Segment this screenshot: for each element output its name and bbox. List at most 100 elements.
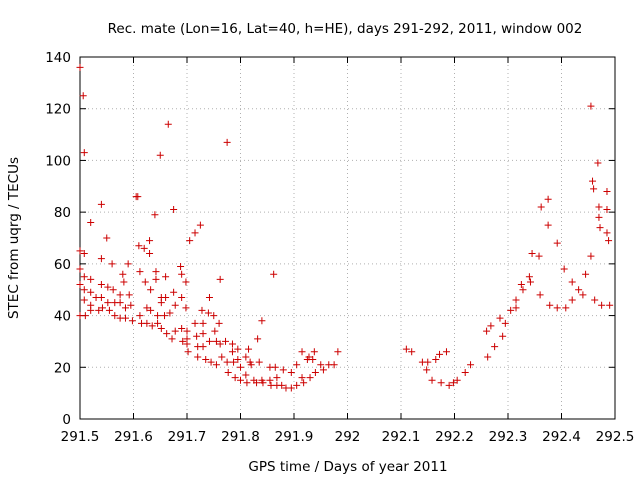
data-point	[76, 247, 84, 255]
data-point	[196, 221, 204, 229]
data-point	[237, 376, 244, 384]
data-point	[243, 379, 251, 387]
data-point	[445, 381, 453, 389]
data-point	[319, 366, 327, 374]
data-point	[517, 281, 525, 289]
data-point	[253, 379, 261, 387]
data-point	[207, 358, 215, 366]
data-point	[537, 203, 545, 211]
data-point	[210, 312, 218, 320]
x-tick-label: 291.8	[221, 429, 260, 445]
x-tick-label: 291.9	[275, 429, 314, 445]
data-point	[134, 193, 142, 201]
data-point	[87, 275, 95, 283]
data-point	[147, 306, 155, 314]
data-point	[108, 260, 116, 268]
y-tick-label: 140	[45, 50, 71, 66]
data-point	[237, 363, 244, 371]
data-point	[121, 314, 129, 322]
data-point	[178, 293, 186, 301]
data-point	[80, 296, 88, 304]
data-point	[525, 273, 533, 281]
data-point	[595, 203, 603, 211]
data-point	[168, 335, 176, 343]
data-point	[512, 296, 520, 304]
data-point	[408, 348, 416, 356]
data-point	[436, 350, 444, 358]
data-point	[568, 278, 576, 286]
data-point	[199, 319, 207, 327]
data-point	[603, 229, 611, 237]
data-point	[242, 353, 250, 361]
data-point	[97, 281, 105, 289]
data-point	[157, 325, 165, 332]
data-point	[80, 286, 88, 294]
data-point	[432, 356, 440, 364]
data-point	[501, 319, 509, 327]
data-point	[245, 345, 253, 353]
data-point	[125, 291, 133, 299]
data-point	[97, 293, 105, 301]
data-point	[141, 278, 149, 286]
data-point	[143, 319, 151, 327]
data-point	[80, 149, 88, 157]
y-tick-label: 120	[45, 102, 71, 118]
data-point	[330, 361, 338, 369]
data-point	[562, 304, 570, 312]
x-axis-label: GPS time / Days of year 2011	[248, 459, 447, 475]
data-point	[428, 376, 436, 384]
data-point	[121, 304, 129, 312]
data-point	[594, 159, 602, 167]
data-point	[222, 337, 230, 345]
data-point	[590, 185, 598, 193]
data-point	[579, 291, 587, 299]
data-point	[279, 366, 287, 374]
data-point	[255, 358, 263, 366]
data-point	[247, 361, 255, 369]
data-point	[193, 332, 201, 340]
data-point	[166, 309, 174, 317]
data-point	[202, 356, 210, 364]
data-point	[228, 340, 236, 348]
data-point	[402, 345, 410, 353]
data-point	[298, 348, 306, 356]
data-point	[442, 348, 450, 356]
data-point	[487, 322, 495, 330]
data-point	[467, 361, 475, 369]
data-point	[553, 304, 561, 312]
data-point	[483, 327, 491, 335]
data-point	[293, 381, 301, 389]
data-point	[305, 353, 313, 361]
data-point	[484, 353, 492, 361]
data-point	[223, 138, 231, 146]
x-tick-label: 291.5	[61, 429, 100, 445]
data-point	[606, 301, 614, 309]
data-point	[76, 265, 84, 273]
data-point	[589, 177, 597, 185]
data-point	[178, 270, 186, 278]
data-point	[595, 213, 603, 221]
data-point	[194, 353, 202, 361]
data-point	[182, 278, 190, 286]
data-point	[491, 343, 499, 351]
data-point	[191, 229, 199, 237]
data-point	[234, 345, 242, 353]
data-point	[224, 368, 232, 376]
data-point	[519, 286, 527, 294]
data-point	[215, 319, 223, 327]
data-point	[161, 312, 169, 320]
data-point	[124, 260, 132, 268]
data-point	[306, 374, 314, 382]
data-point	[104, 299, 112, 307]
data-point	[259, 379, 267, 387]
data-point	[218, 353, 226, 361]
data-point	[587, 252, 595, 260]
data-point	[146, 237, 154, 245]
data-point	[97, 255, 105, 263]
data-point	[273, 374, 281, 382]
grid-lines	[80, 57, 615, 419]
data-point	[211, 327, 219, 335]
data-point	[449, 379, 457, 387]
data-point	[81, 312, 89, 320]
data-point	[76, 63, 84, 71]
